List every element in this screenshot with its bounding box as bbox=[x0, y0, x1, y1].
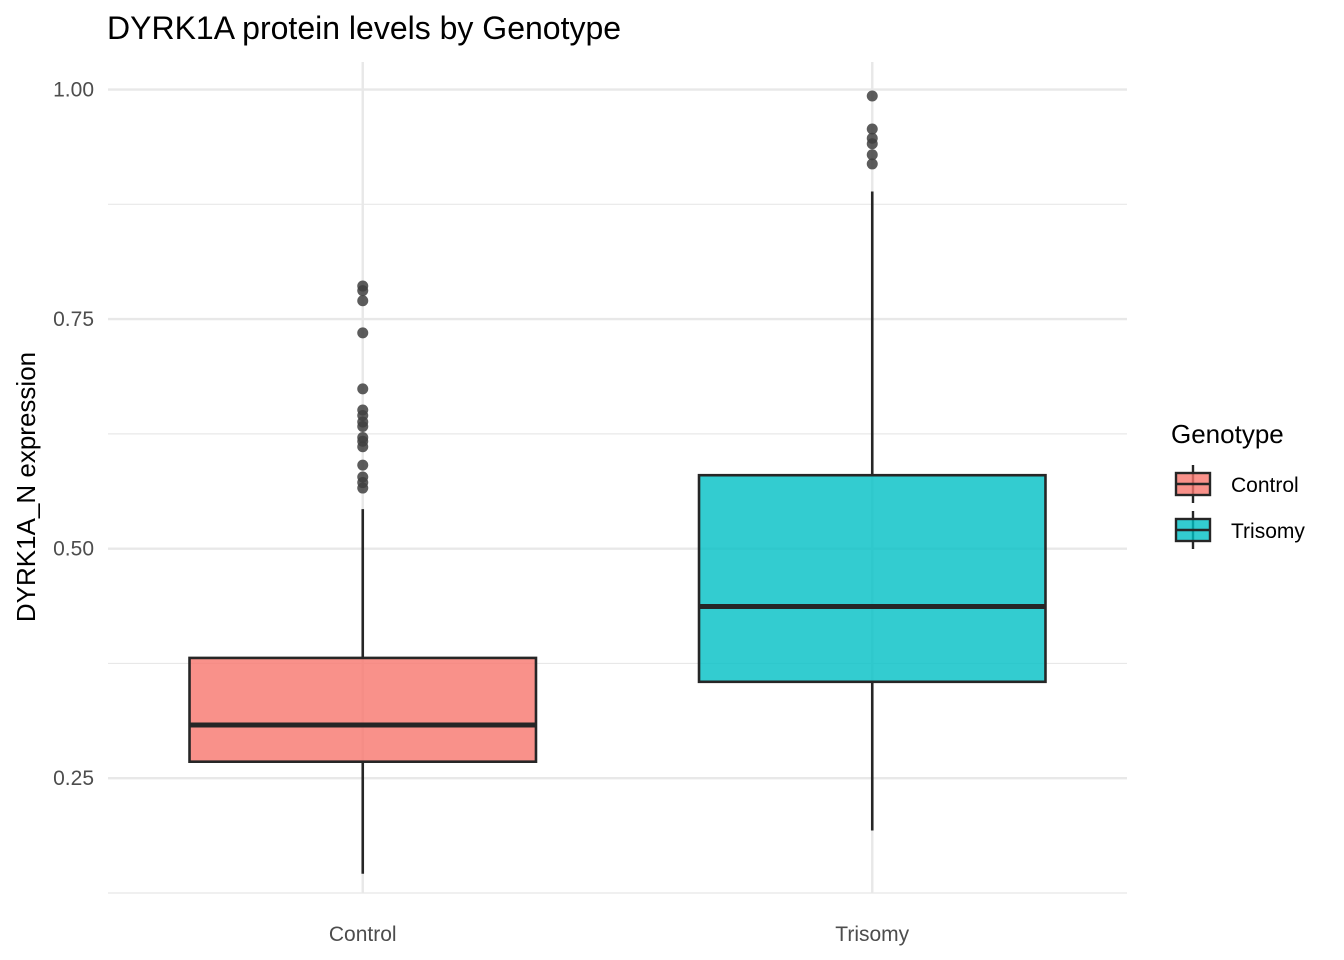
outlier-point bbox=[357, 383, 369, 395]
outlier-point bbox=[357, 459, 369, 471]
plot-area bbox=[188, 90, 1047, 874]
y-axis-title: DYRK1A_N expression bbox=[11, 352, 41, 622]
outlier-point bbox=[357, 471, 369, 483]
outlier-point bbox=[357, 280, 369, 292]
legend: Genotype Control Trisomy bbox=[1171, 419, 1305, 549]
outlier-point bbox=[357, 432, 369, 444]
box-trisomy bbox=[697, 90, 1047, 831]
legend-label: Control bbox=[1231, 474, 1299, 497]
box-iqr bbox=[188, 656, 538, 763]
outlier-point bbox=[866, 132, 878, 144]
box-iqr bbox=[697, 473, 1047, 684]
legend-entry-trisomy: Trisomy bbox=[1174, 511, 1305, 549]
outlier-point bbox=[866, 90, 878, 102]
y-tick-label: 0.50 bbox=[53, 538, 94, 561]
y-tick-label: 0.75 bbox=[53, 308, 94, 331]
chart-title: DYRK1A protein levels by Genotype bbox=[107, 10, 621, 46]
box-control bbox=[188, 280, 538, 874]
y-tick-label: 0.25 bbox=[53, 767, 94, 790]
legend-entry-control: Control bbox=[1174, 465, 1299, 503]
y-tick-label: 1.00 bbox=[53, 79, 94, 102]
legend-items: Control Trisomy bbox=[1174, 465, 1305, 549]
outlier-point bbox=[357, 295, 369, 307]
x-tick-label: Trisomy bbox=[835, 923, 909, 946]
outlier-point bbox=[357, 327, 369, 339]
legend-label: Trisomy bbox=[1231, 520, 1305, 543]
x-axis-ticks: Control Trisomy bbox=[329, 923, 910, 946]
outlier-point bbox=[866, 149, 878, 161]
legend-title: Genotype bbox=[1171, 419, 1284, 449]
outlier-point bbox=[357, 404, 369, 416]
x-tick-label: Control bbox=[329, 923, 397, 946]
outlier-point bbox=[866, 123, 878, 135]
outlier-point bbox=[866, 158, 878, 170]
y-axis-ticks: 0.25 0.50 0.75 1.00 bbox=[53, 79, 94, 791]
